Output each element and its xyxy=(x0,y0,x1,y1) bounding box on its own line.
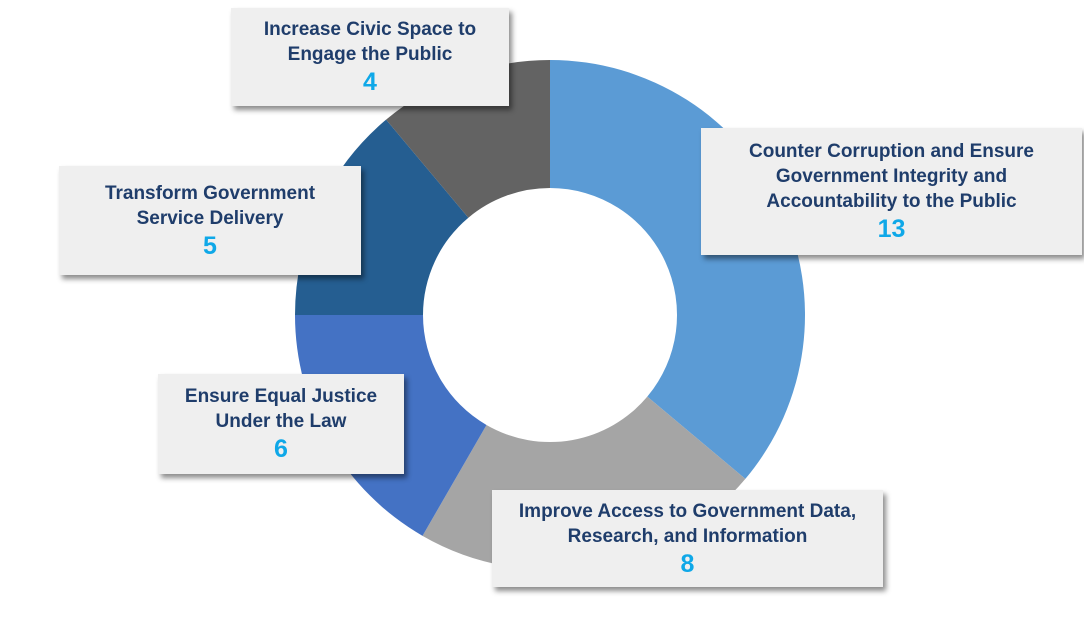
label-box: Transform Government Service Delivery 5 xyxy=(59,166,361,275)
value-label: 4 xyxy=(363,68,377,96)
label-box: Counter Corruption and Ensure Government… xyxy=(701,128,1082,255)
value-label: 8 xyxy=(680,549,695,578)
value-label: 13 xyxy=(877,215,906,243)
donut-slice xyxy=(550,60,805,479)
category-label: Transform Government Service Delivery xyxy=(104,182,316,229)
category-label: Ensure Equal Justice Under the Law xyxy=(184,386,378,432)
value-label: 5 xyxy=(203,231,217,260)
category-label: Counter Corruption and Ensure Government… xyxy=(749,141,1034,212)
value-label: 6 xyxy=(274,435,288,463)
label-box: Increase Civic Space to Engage the Publi… xyxy=(231,8,509,106)
label-box: Ensure Equal Justice Under the Law 6 xyxy=(158,374,404,474)
category-label: Improve Access to Government Data, Resea… xyxy=(518,500,857,547)
category-label: Increase Civic Space to Engage the Publi… xyxy=(263,19,477,65)
label-box: Improve Access to Government Data, Resea… xyxy=(492,490,883,587)
